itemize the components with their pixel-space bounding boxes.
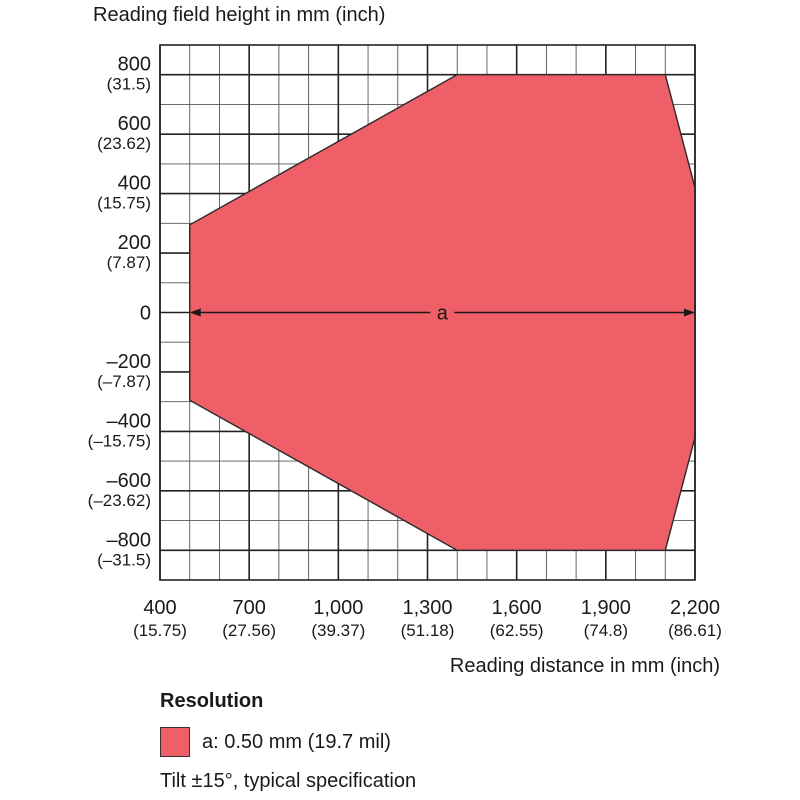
y-axis-title: Reading field height in mm (inch) <box>93 4 385 26</box>
y-tick-label: 800 <box>118 54 151 76</box>
y-tick-sublabel: (–15.75) <box>88 431 151 450</box>
x-axis-title: Reading distance in mm (inch) <box>450 655 720 677</box>
x-tick-label: 1,000 <box>313 597 363 619</box>
x-tick-sublabel: (27.56) <box>222 621 276 640</box>
dimension-label: a <box>437 303 449 325</box>
x-tick-label: 1,600 <box>492 597 542 619</box>
x-tick-sublabel: (86.61) <box>668 621 722 640</box>
legend-label: a: 0.50 mm (19.7 mil) <box>202 730 391 753</box>
y-tick-label: 200 <box>118 232 151 254</box>
x-tick-sublabel: (51.18) <box>401 621 455 640</box>
y-tick-label: 400 <box>118 173 151 195</box>
y-tick-label: –800 <box>107 529 152 551</box>
footnote: Tilt ±15°, typical specification <box>160 770 417 792</box>
y-tick-sublabel: (23.62) <box>97 134 151 153</box>
x-tick-labels: 400 (15.75) 700 (27.56) 1,000 (39.37) 1,300 (51… <box>133 597 722 640</box>
x-tick-label: 2,200 <box>670 597 720 619</box>
legend-title: Resolution <box>160 690 264 712</box>
y-tick-label: –400 <box>107 410 152 432</box>
legend-item: a: 0.50 mm (19.7 mil) <box>160 726 391 758</box>
legend-swatch <box>160 727 190 757</box>
y-tick-sublabel: (–23.62) <box>88 491 151 510</box>
y-tick-label: –200 <box>107 351 152 373</box>
y-tick-sublabel: (7.87) <box>107 253 151 272</box>
x-tick-sublabel: (62.55) <box>490 621 544 640</box>
y-tick-sublabel: (31.5) <box>107 75 151 94</box>
y-tick-label: –600 <box>107 470 152 492</box>
x-tick-label: 1,900 <box>581 597 631 619</box>
arrowhead-left <box>189 308 201 317</box>
y-tick-label: 0 <box>140 303 151 325</box>
x-tick-sublabel: (39.37) <box>311 621 365 640</box>
x-tick-sublabel: (15.75) <box>133 621 187 640</box>
y-tick-sublabel: (–31.5) <box>97 550 151 569</box>
y-tick-sublabel: (15.75) <box>97 194 151 213</box>
x-tick-label: 1,300 <box>402 597 452 619</box>
x-tick-sublabel: (74.8) <box>584 621 628 640</box>
reading-field-chart: Reading field height in mm (inch) a 800(… <box>88 4 722 677</box>
x-tick-label: 700 <box>232 597 265 619</box>
x-tick-label: 400 <box>143 597 176 619</box>
y-tick-sublabel: (–7.87) <box>97 372 151 391</box>
y-tick-labels: 800(31.5) 600(23.62) 400(15.75) 200(7.87) 0 –… <box>88 54 151 570</box>
y-tick-label: 600 <box>118 113 151 135</box>
dimension-annotation: a <box>189 303 695 325</box>
arrowhead-right <box>684 308 695 317</box>
